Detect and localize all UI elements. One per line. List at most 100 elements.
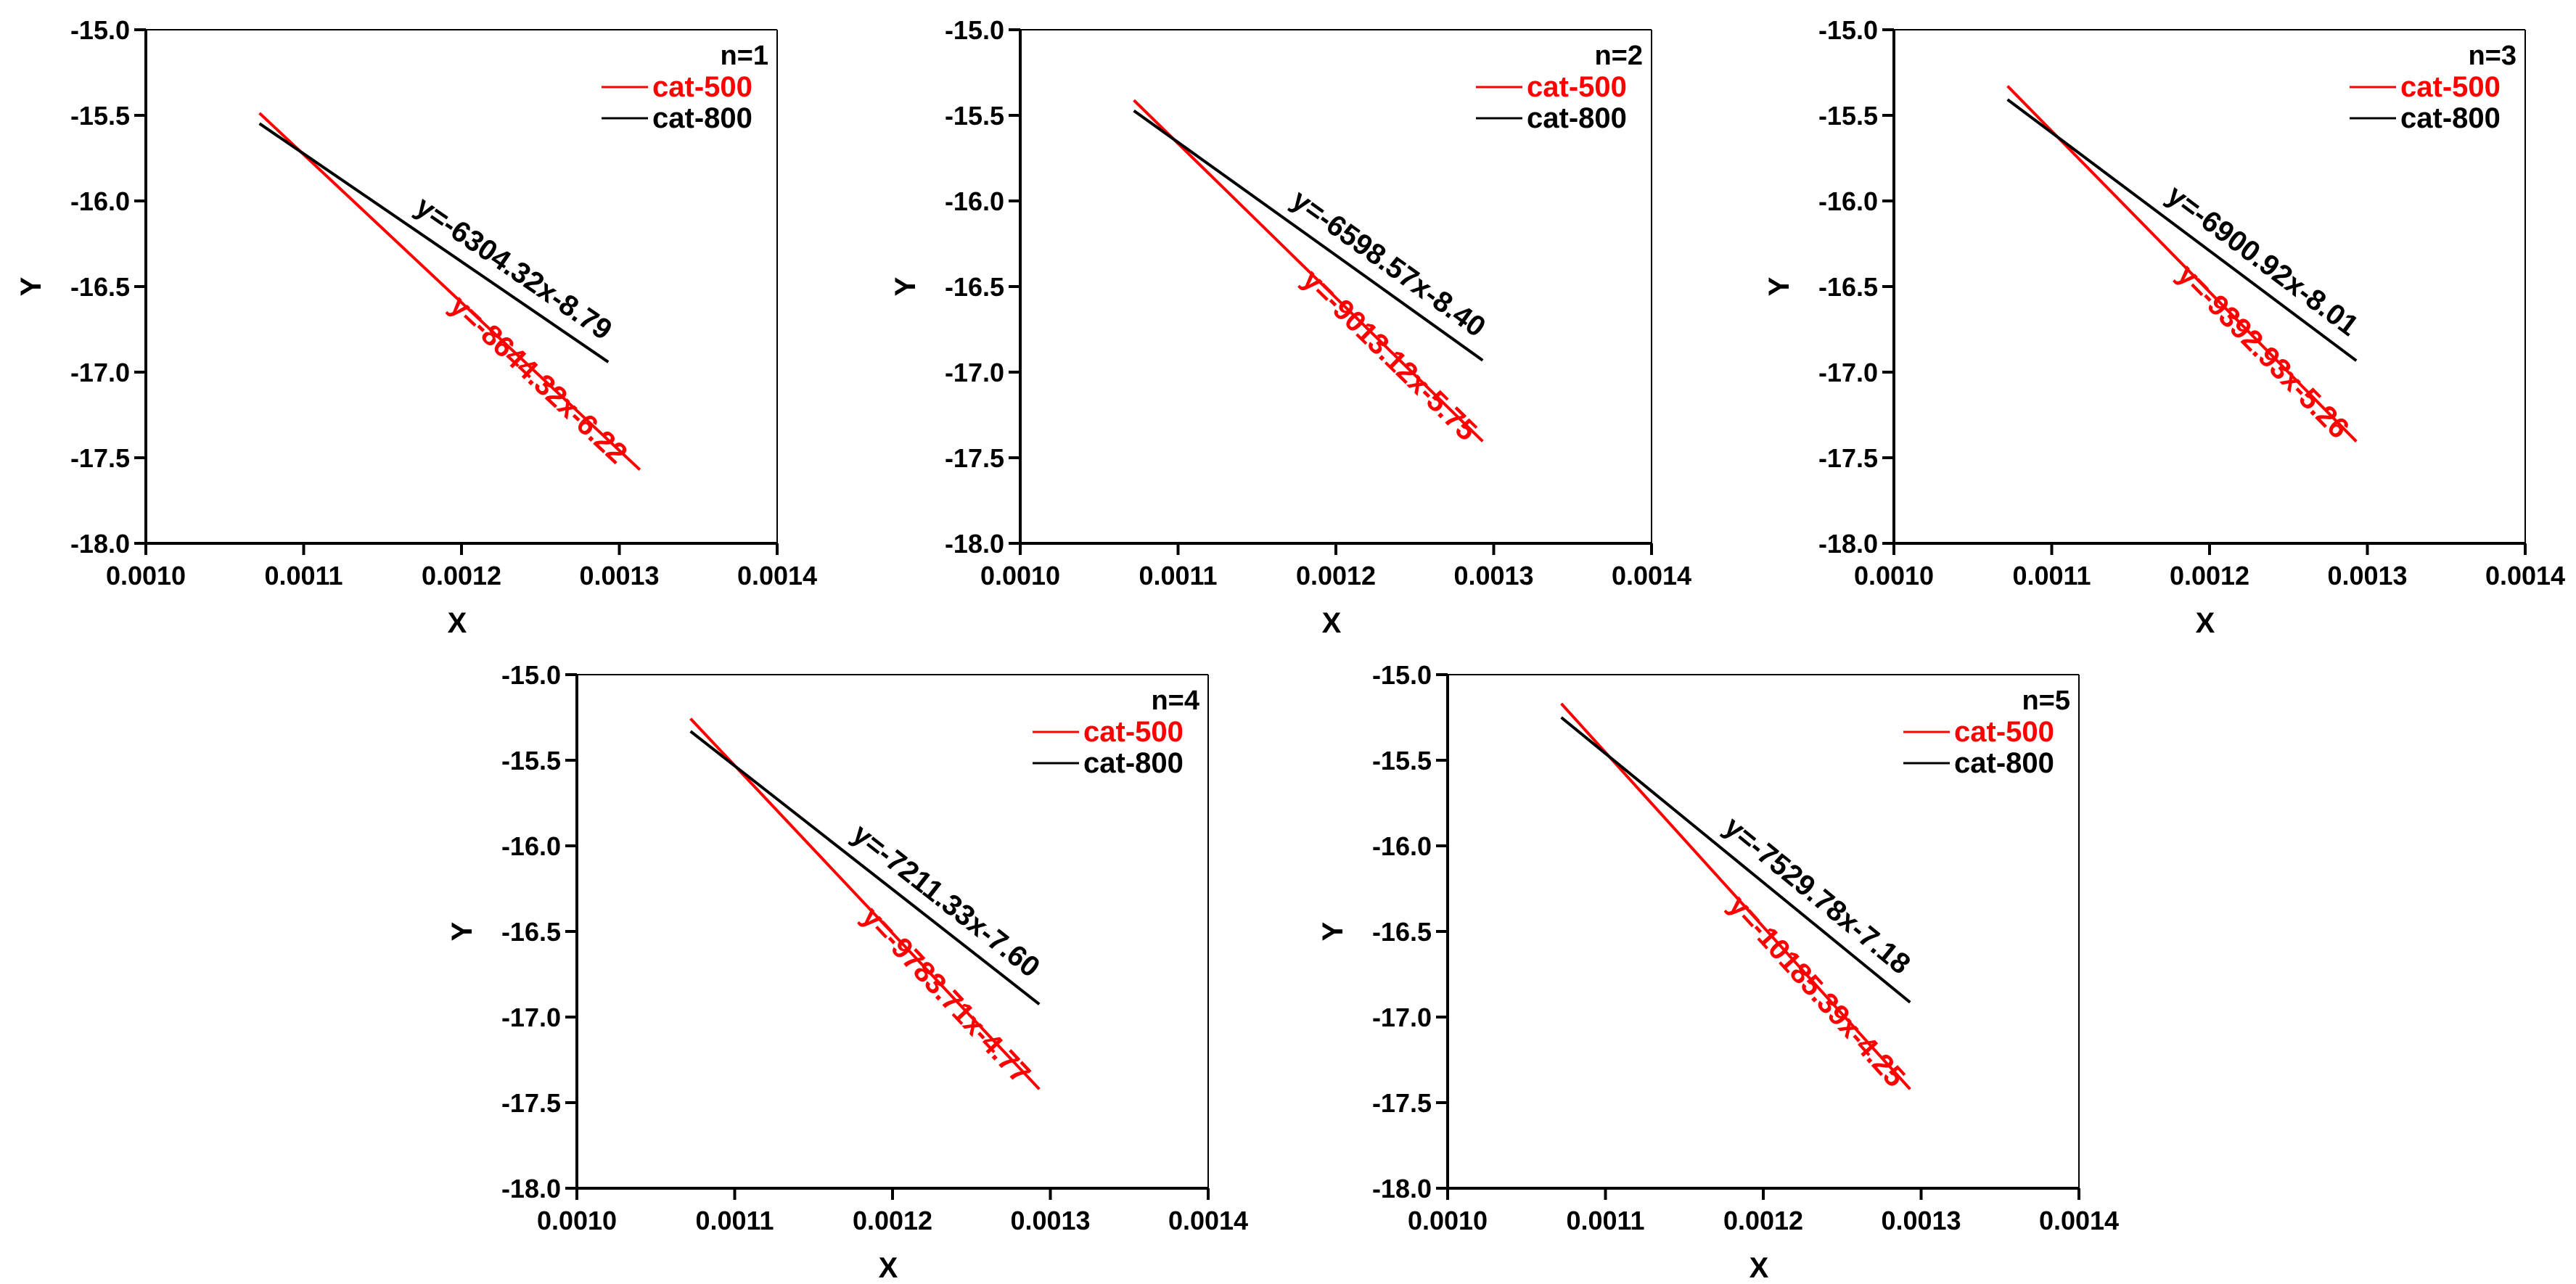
y-tick-label: -15.5 xyxy=(1372,746,1432,775)
equation-label-cat-500: y=-9783.71x-4.77 xyxy=(856,901,1036,1090)
x-tick-label: 0.0011 xyxy=(695,1206,774,1235)
x-axis-title: X xyxy=(1322,607,1342,639)
series-line-cat-800 xyxy=(258,122,610,363)
series-line-cat-800 xyxy=(1133,110,1484,362)
x-axis-title: X xyxy=(448,607,467,639)
y-tick-label: -17.5 xyxy=(945,443,1004,473)
y-axis-title: Y xyxy=(890,276,922,296)
y-tick-label: -15.0 xyxy=(945,15,1004,45)
series-line-cat-800 xyxy=(689,730,1041,1005)
series-line-cat-500 xyxy=(2006,85,2358,443)
series-line-cat-500 xyxy=(689,717,1041,1090)
y-tick-label: -17.5 xyxy=(1372,1088,1432,1118)
x-tick-label: 0.0012 xyxy=(422,561,501,590)
x-tick-label: 0.0010 xyxy=(1408,1206,1488,1235)
chart-panel-3: 0.0010 0.0011 0.0012 0.0013 0.0014 -15.0 -15.5… xyxy=(1763,15,2565,639)
y-tick-label: -18.0 xyxy=(501,1174,561,1203)
y-tick-label: -16.5 xyxy=(501,917,561,947)
y-tick-label: -16.5 xyxy=(945,272,1004,302)
x-tick-label: 0.0011 xyxy=(264,561,342,590)
x-tick-label: 0.0011 xyxy=(1139,561,1217,590)
legend-label-cat-800: cat-800 xyxy=(2400,102,2501,134)
series-line-cat-500 xyxy=(258,112,641,471)
y-tick-label: -17.0 xyxy=(945,358,1004,387)
x-tick-label: 0.0013 xyxy=(1881,1206,1961,1235)
legend-label-cat-800: cat-800 xyxy=(1954,747,2054,779)
y-tick-label: -16.5 xyxy=(1818,272,1878,302)
x-tick-label: 0.0012 xyxy=(2170,561,2249,590)
series-line-cat-500 xyxy=(1133,99,1484,443)
y-tick-label: -15.0 xyxy=(1372,660,1432,690)
legend-label-cat-800: cat-800 xyxy=(1083,747,1184,779)
x-tick-label: 0.0010 xyxy=(980,561,1060,590)
y-axis-title: Y xyxy=(15,276,47,296)
x-tick-label: 0.0014 xyxy=(737,561,817,590)
x-tick-label: 0.0012 xyxy=(1296,561,1376,590)
y-axis-title: Y xyxy=(446,921,478,941)
x-tick-label: 0.0011 xyxy=(2012,561,2091,590)
y-tick-label: -17.0 xyxy=(501,1003,561,1032)
panel-label: n=4 xyxy=(1151,686,1199,716)
x-tick-label: 0.0010 xyxy=(537,1206,617,1235)
y-tick-label: -18.0 xyxy=(1372,1174,1432,1203)
y-tick-label: -15.0 xyxy=(1818,15,1878,45)
y-tick-label: -15.5 xyxy=(1818,101,1878,131)
y-tick-label: -16.5 xyxy=(70,272,130,302)
x-tick-label: 0.0014 xyxy=(2485,561,2565,590)
y-tick-label: -17.0 xyxy=(1372,1003,1432,1032)
y-tick-label: -16.0 xyxy=(1818,186,1878,216)
y-tick-label: -16.0 xyxy=(1372,831,1432,861)
y-tick-label: -17.5 xyxy=(501,1088,561,1118)
y-tick-label: -16.0 xyxy=(945,186,1004,216)
chart-panel-1: 0.0010 0.0011 0.0012 0.0013 0.0014 -15.0 -15.5… xyxy=(15,15,817,639)
chart-panel-4: 0.0010 0.0011 0.0012 0.0013 0.0014 -15.0 -15.5… xyxy=(446,660,1248,1284)
y-tick-label: -18.0 xyxy=(1818,529,1878,559)
x-tick-label: 0.0013 xyxy=(1010,1206,1090,1235)
y-tick-label: -17.0 xyxy=(1818,358,1878,387)
y-tick-label: -17.5 xyxy=(70,443,130,473)
equation-label-cat-500: y=-9392.93x-5.26 xyxy=(2171,258,2355,445)
x-tick-label: 0.0014 xyxy=(1168,1206,1248,1235)
equation-label-cat-800: y=-6304.32x-8.79 xyxy=(410,190,618,346)
x-axis-title: X xyxy=(2196,607,2215,639)
x-tick-label: 0.0012 xyxy=(1723,1206,1803,1235)
legend-label-cat-500: cat-500 xyxy=(1527,71,1627,103)
y-tick-label: -18.0 xyxy=(945,529,1004,559)
x-tick-label: 0.0011 xyxy=(1566,1206,1644,1235)
panel-label: n=2 xyxy=(1594,41,1643,71)
equation-label-cat-500: y=-10185.39x-4.25 xyxy=(1723,889,1911,1093)
y-tick-label: -18.0 xyxy=(70,529,130,559)
x-tick-label: 0.0014 xyxy=(2039,1206,2119,1235)
panel-label: n=1 xyxy=(720,41,768,71)
y-tick-label: -15.5 xyxy=(70,101,130,131)
y-tick-label: -15.0 xyxy=(70,15,130,45)
x-axis-title: X xyxy=(1750,1252,1769,1284)
y-tick-label: -17.0 xyxy=(70,358,130,387)
x-tick-label: 0.0013 xyxy=(1453,561,1533,590)
legend-label-cat-800: cat-800 xyxy=(1527,102,1627,134)
y-tick-label: -15.5 xyxy=(501,746,561,775)
legend-label-cat-500: cat-500 xyxy=(2400,71,2501,103)
y-tick-label: -17.5 xyxy=(1818,443,1878,473)
x-tick-label: 0.0013 xyxy=(2327,561,2407,590)
y-tick-label: -16.0 xyxy=(70,186,130,216)
equation-label-cat-800: y=-6598.57x-8.40 xyxy=(1286,184,1491,343)
equation-label-cat-800: y=-7211.33x-7.60 xyxy=(846,818,1046,984)
x-tick-label: 0.0010 xyxy=(106,561,186,590)
chart-panel-2: 0.0010 0.0011 0.0012 0.0013 0.0014 -15.0 -15.5… xyxy=(890,15,1691,639)
series-line-cat-500 xyxy=(1560,702,1911,1090)
x-tick-label: 0.0012 xyxy=(853,1206,932,1235)
y-axis-title: Y xyxy=(1317,921,1349,941)
y-tick-label: -15.0 xyxy=(501,660,561,690)
legend-label-cat-500: cat-500 xyxy=(652,71,752,103)
series-line-cat-800 xyxy=(2006,98,2358,362)
series-line-cat-800 xyxy=(1560,716,1911,1004)
y-tick-label: -16.0 xyxy=(501,831,561,861)
legend-label-cat-500: cat-500 xyxy=(1954,716,2054,748)
y-axis-title: Y xyxy=(1763,276,1795,296)
panel-label: n=3 xyxy=(2468,41,2516,71)
legend-label-cat-800: cat-800 xyxy=(652,102,752,134)
chart-panel-5: 0.0010 0.0011 0.0012 0.0013 0.0014 -15.0 -15.5… xyxy=(1317,660,2119,1284)
x-axis-title: X xyxy=(879,1252,898,1284)
